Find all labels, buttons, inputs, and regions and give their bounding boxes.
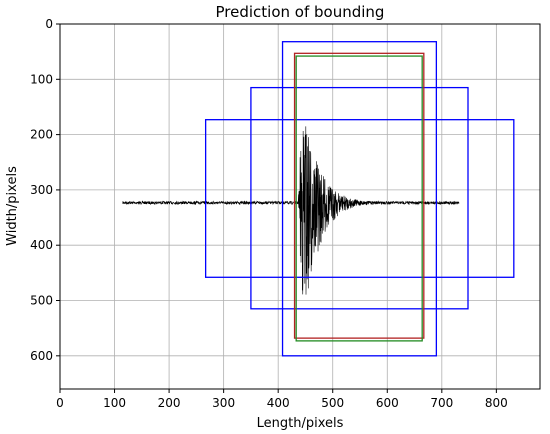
y-tick-label: 300 — [30, 183, 53, 197]
y-axis: 0 100 200 300 400 500 600 — [30, 17, 60, 363]
y-tick-label: 500 — [30, 294, 53, 308]
x-tick-label: 500 — [321, 396, 344, 410]
x-tick-label: 0 — [56, 396, 64, 410]
chart-title: Prediction of bounding — [216, 3, 385, 21]
bounding-box-3 — [204, 119, 515, 278]
y-tick-label: 600 — [30, 349, 53, 363]
bounding-boxes — [204, 41, 515, 357]
x-tick-label: 700 — [430, 396, 453, 410]
signal-trace — [122, 126, 460, 295]
x-tick-label: 200 — [158, 396, 181, 410]
bounding-box-2 — [250, 86, 469, 310]
y-axis-label: Width/pixels — [5, 166, 20, 246]
bounding-box-1 — [281, 41, 438, 357]
x-tick-label: 300 — [212, 396, 235, 410]
x-tick-label: 600 — [376, 396, 399, 410]
x-axis-label: Length/pixels — [257, 416, 344, 431]
y-tick-label: 100 — [30, 72, 53, 86]
x-tick-label: 100 — [103, 396, 126, 410]
x-axis: 0 100 200 300 400 500 600 700 800 — [56, 389, 508, 410]
y-tick-label: 200 — [30, 128, 53, 142]
bounding-box-4 — [293, 52, 425, 339]
y-tick-label: 0 — [45, 17, 53, 31]
signal-layer — [122, 126, 460, 295]
bounding-box-5 — [295, 55, 423, 342]
x-tick-label: 400 — [267, 396, 290, 410]
y-tick-label: 400 — [30, 238, 53, 252]
plot-frame — [59, 23, 541, 390]
x-tick-label: 800 — [485, 396, 508, 410]
